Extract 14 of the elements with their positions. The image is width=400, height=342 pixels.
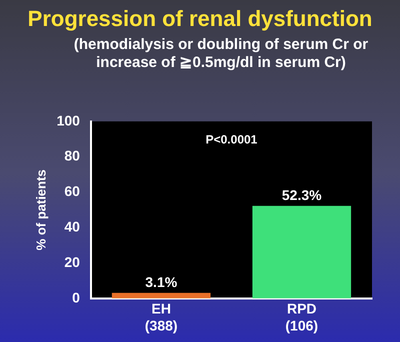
chart-title: Progression of renal dysfunction [26,6,374,32]
y-tick-label: 100 [56,112,80,128]
data-label: 3.1% [145,274,178,290]
x-tick-label: RPD (106) [285,300,318,334]
x-tick-label: EH (388) [144,300,178,334]
y-tick-label: 80 [64,148,80,164]
data-label: 52.3% [282,186,322,203]
y-axis-title: % of patients [33,169,48,250]
annotation: P<0.0001 [206,132,258,146]
y-tick-label: 20 [64,254,80,270]
chart-subtitle: (hemodialysis or doubling of serum Cr or increase of ≧0.5mg/dl in serum Cr) [72,36,370,72]
y-tick-label: 60 [64,183,80,200]
y-tick-label: 40 [64,218,80,234]
y-tick-label: 0 [72,289,80,306]
